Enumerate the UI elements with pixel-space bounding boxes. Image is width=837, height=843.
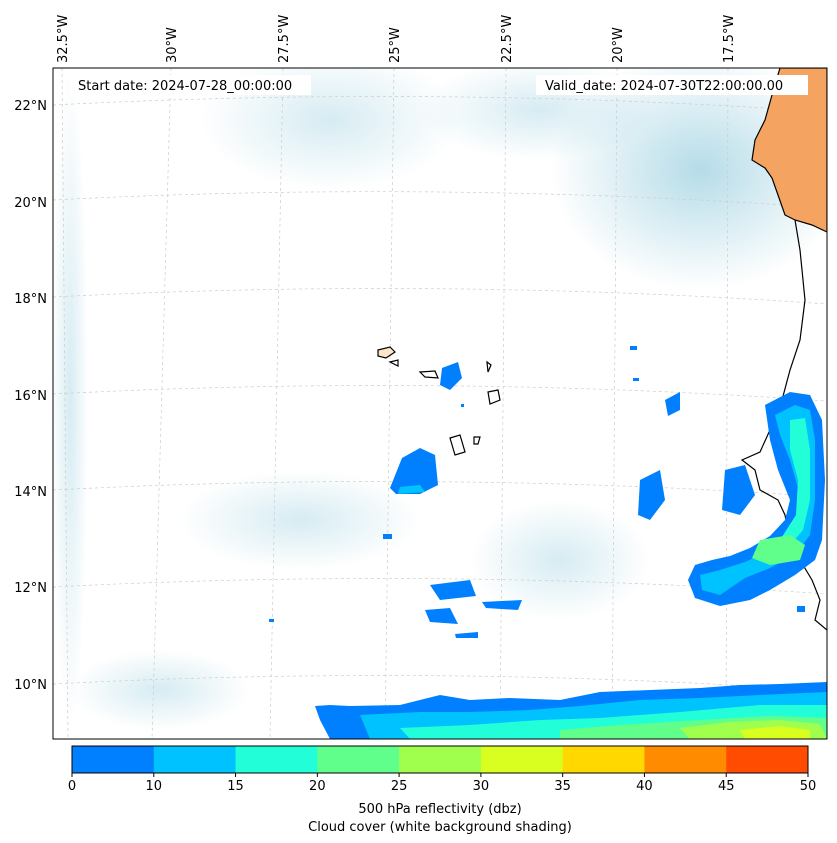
lon-label-22-5w: 22.5°W — [500, 15, 515, 63]
colorbar-swatch — [317, 746, 400, 773]
valid-date-label: Valid_date: 2024-07-30T22:00:00.00 — [545, 79, 783, 94]
lat-label-10n: 10°N — [14, 678, 47, 693]
lon-label-27-5w: 27.5°W — [277, 15, 292, 63]
lon-label-25w: 25°W — [388, 27, 403, 63]
valid-date-box — [536, 75, 808, 95]
colorbar-swatch — [480, 746, 564, 773]
lat-label-12n: 12°N — [14, 581, 47, 596]
colorbar-swatch — [72, 746, 155, 773]
lat-label-18n: 18°N — [14, 292, 47, 307]
colorbar-ticks: 0 10 15 20 25 30 35 40 45 50 — [68, 773, 816, 794]
colorbar-swatch — [562, 746, 645, 773]
start-date-label: Start date: 2024-07-28_00:00:00 — [78, 79, 292, 94]
lat-label-14n: 14°N — [14, 485, 47, 500]
colorbar-tick-label: 20 — [309, 779, 326, 794]
lat-label-20n: 20°N — [14, 196, 47, 211]
colorbar-label: 500 hPa reflectivity (dbz) — [358, 802, 521, 817]
lon-label-32-5w: 32.5°W — [56, 15, 71, 63]
colorbar-frame — [71, 745, 809, 774]
lon-label-30w: 30°W — [165, 27, 180, 63]
colorbar-tick-label: 25 — [391, 779, 408, 794]
cape-verde-islands — [377, 346, 501, 456]
colorbar-tick-label: 30 — [473, 779, 490, 794]
colorbar-tick-label: 0 — [68, 779, 76, 794]
colorbar-swatch — [399, 746, 482, 773]
start-date-box — [71, 75, 311, 95]
colorbar-swatch — [726, 746, 809, 773]
longitude-labels: 32.5°W 30°W 27.5°W 25°W 22.5°W 20°W 17.5… — [56, 15, 737, 63]
cloud-cover-shading — [53, 68, 827, 730]
coastline — [740, 219, 827, 631]
colorbar-tick-label: 45 — [718, 779, 735, 794]
colorbar-tick-label: 40 — [636, 779, 653, 794]
colorbar-swatch — [153, 746, 237, 773]
colorbar-swatch — [644, 746, 727, 773]
colorbar: 0 10 15 20 25 30 35 40 45 50 500 hPa reflectivity… — [68, 745, 816, 835]
colorbar-sublabel: Cloud cover (white background shading) — [308, 820, 572, 835]
africa-land — [751, 68, 827, 233]
colorbar-tick-label: 35 — [554, 779, 571, 794]
colorbar-tick-label: 15 — [227, 779, 244, 794]
gridlines — [53, 68, 827, 739]
reflectivity-contours — [269, 346, 827, 739]
colorbar-swatches — [72, 746, 809, 773]
latitude-labels: 22°N 20°N 18°N 16°N 14°N 12°N 10°N — [14, 99, 47, 693]
colorbar-tick-label: 10 — [146, 779, 163, 794]
lat-label-16n: 16°N — [14, 389, 47, 404]
lon-label-17-5w: 17.5°W — [722, 15, 737, 63]
map-frame — [52, 67, 828, 740]
lat-label-22n: 22°N — [14, 99, 47, 114]
colorbar-tick-label: 50 — [800, 779, 817, 794]
lon-label-20w: 20°W — [611, 27, 626, 63]
colorbar-swatch — [235, 746, 318, 773]
